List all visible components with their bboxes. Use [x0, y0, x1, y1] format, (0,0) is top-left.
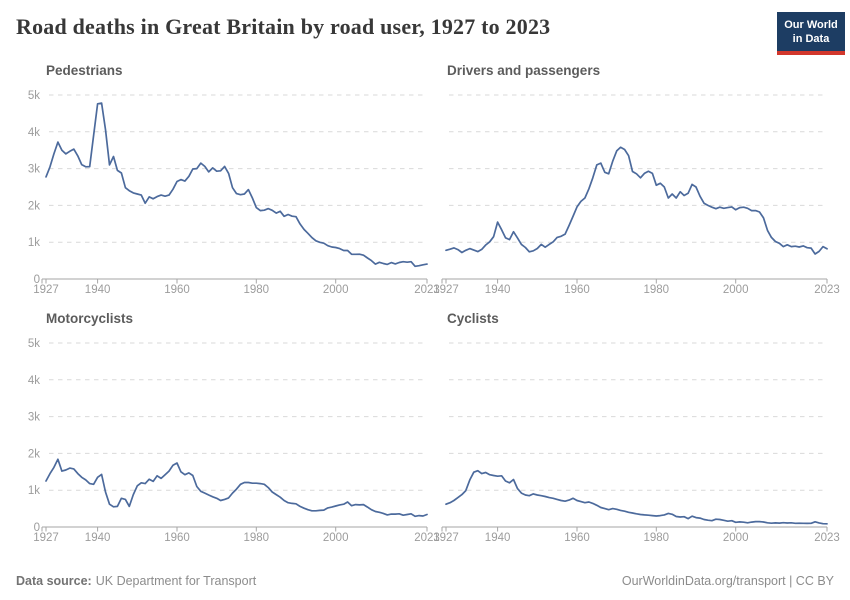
chart-footer: Data source: UK Department for Transport …: [16, 574, 834, 588]
svg-text:0: 0: [34, 274, 40, 286]
svg-text:3k: 3k: [28, 411, 40, 423]
svg-text:4k: 4k: [28, 374, 40, 386]
svg-text:1940: 1940: [485, 532, 511, 544]
svg-text:1960: 1960: [164, 532, 190, 544]
cyclists-panel-title: Cyclists: [447, 310, 499, 326]
svg-text:2000: 2000: [723, 284, 749, 296]
charts-grid: Pedestrians 1927 1940 1960 1980 2000 2023 0 1k 2…: [0, 63, 850, 545]
svg-text:2000: 2000: [723, 532, 749, 544]
svg-text:2k: 2k: [28, 200, 40, 212]
svg-text:2000: 2000: [323, 284, 349, 296]
pedestrians-line-chart: 1927 1940 1960 1980 2000 2023 0 1k 2k 3k 4k 5k: [28, 90, 440, 296]
svg-text:4k: 4k: [28, 126, 40, 138]
svg-text:1940: 1940: [85, 284, 111, 296]
svg-text:1927: 1927: [433, 284, 459, 296]
svg-text:1k: 1k: [28, 237, 40, 249]
svg-text:1960: 1960: [164, 284, 190, 296]
svg-text:1980: 1980: [644, 532, 670, 544]
svg-text:1927: 1927: [433, 532, 459, 544]
svg-text:1960: 1960: [564, 532, 590, 544]
svg-text:1k: 1k: [28, 485, 40, 497]
data-source-label: Data source:: [16, 574, 92, 588]
svg-text:2023: 2023: [814, 284, 840, 296]
drivers-passengers-panel-title: Drivers and passengers: [447, 62, 601, 78]
svg-text:1980: 1980: [244, 284, 270, 296]
credit-line: OurWorldinData.org/transport | CC BY: [621, 574, 834, 588]
pedestrians-panel-title: Pedestrians: [46, 62, 123, 78]
data-source: Data source: UK Department for Transport: [16, 574, 256, 588]
svg-text:1940: 1940: [85, 532, 111, 544]
drivers-passengers-line-chart: 1927 1940 1960 1980 2000 2023: [433, 94, 840, 296]
owid-logo-line2: in Data: [792, 33, 830, 46]
svg-text:1927: 1927: [33, 532, 59, 544]
owid-logo: Our World in Data: [777, 12, 845, 55]
drivers-passengers-panel: Drivers and passengers 1927 1940 1960 1980 2…: [433, 62, 844, 297]
cyclists-line-chart: 1927 1940 1960 1980 2000 2023: [433, 342, 840, 544]
svg-text:1980: 1980: [244, 532, 270, 544]
svg-text:2k: 2k: [28, 448, 40, 460]
motorcyclists-panel: Motorcyclists 1927 1940 1960 1980 2000 2023 0 1…: [16, 310, 440, 545]
owid-logo-line1: Our World: [784, 19, 838, 31]
motorcyclists-line-chart: 1927 1940 1960 1980 2000 2023 0 1k 2k 3k 4k 5k: [28, 338, 440, 544]
cyclists-panel: Cyclists 1927 1940 1960 1980 2000 2023: [433, 310, 844, 545]
svg-text:1960: 1960: [564, 284, 590, 296]
svg-text:3k: 3k: [28, 163, 40, 175]
svg-text:1927: 1927: [33, 284, 59, 296]
data-source-value: UK Department for Transport: [95, 574, 257, 588]
chart-header: Road deaths in Great Britain by road use…: [0, 0, 850, 55]
svg-text:2023: 2023: [414, 532, 440, 544]
svg-text:2000: 2000: [323, 532, 349, 544]
svg-text:5k: 5k: [28, 338, 40, 350]
page-title: Road deaths in Great Britain by road use…: [16, 14, 551, 39]
svg-text:1980: 1980: [644, 284, 670, 296]
svg-text:2023: 2023: [814, 532, 840, 544]
motorcyclists-panel-title: Motorcyclists: [46, 310, 134, 326]
pedestrians-panel: Pedestrians 1927 1940 1960 1980 2000 2023 0 1k 2…: [16, 62, 440, 297]
svg-text:2023: 2023: [414, 284, 440, 296]
svg-text:5k: 5k: [28, 90, 40, 102]
svg-text:0: 0: [34, 522, 40, 534]
svg-text:1940: 1940: [485, 284, 511, 296]
